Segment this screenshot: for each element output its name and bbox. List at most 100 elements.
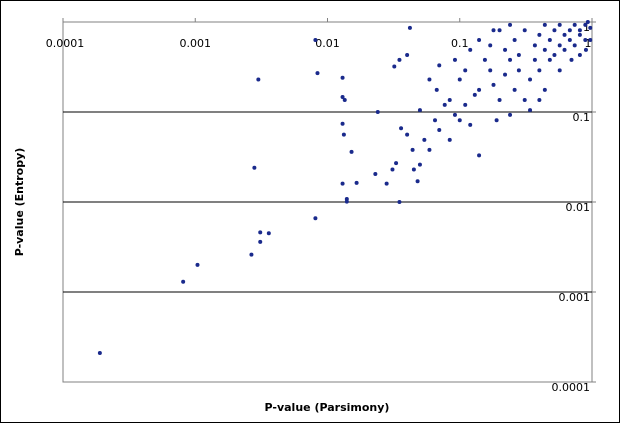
- y-tick-label: 0.1: [573, 111, 591, 124]
- point: [577, 32, 582, 37]
- point: [452, 57, 457, 62]
- point: [422, 137, 427, 142]
- point: [508, 112, 513, 117]
- point: [266, 231, 271, 236]
- point: [258, 239, 263, 244]
- point: [537, 97, 542, 102]
- x-tick-label: 0.0001: [46, 37, 85, 50]
- point: [340, 181, 345, 186]
- point: [557, 43, 562, 48]
- y-tick-label: 1: [583, 21, 590, 34]
- point: [562, 32, 567, 37]
- point: [258, 230, 263, 235]
- point: [349, 149, 354, 154]
- x-tick-label: 0.01: [315, 37, 340, 50]
- y-axis-title: P-value (Entropy): [13, 148, 26, 257]
- point: [569, 57, 574, 62]
- point: [491, 28, 496, 33]
- point: [567, 38, 572, 43]
- point: [522, 28, 527, 33]
- point: [195, 262, 200, 267]
- point: [494, 118, 499, 123]
- point: [547, 57, 552, 62]
- point: [552, 52, 557, 57]
- point: [537, 68, 542, 73]
- point: [427, 147, 432, 152]
- point: [528, 77, 533, 82]
- point: [433, 118, 438, 123]
- point: [397, 200, 402, 204]
- point: [542, 47, 547, 52]
- point: [342, 97, 347, 102]
- point: [97, 351, 102, 356]
- point: [477, 153, 482, 158]
- y-tick-label: 0.001: [559, 291, 591, 304]
- point: [542, 87, 547, 92]
- point: [313, 38, 318, 43]
- point: [468, 47, 473, 52]
- point: [488, 68, 493, 73]
- point: [181, 279, 186, 284]
- point: [437, 128, 442, 133]
- point: [572, 22, 577, 27]
- point: [373, 171, 378, 176]
- point: [508, 57, 513, 62]
- y-tick-label: 0.01: [566, 201, 591, 214]
- point: [463, 102, 468, 107]
- point: [410, 147, 415, 152]
- point: [457, 77, 462, 82]
- point: [341, 132, 346, 137]
- point: [417, 162, 422, 167]
- point: [344, 199, 349, 204]
- point: [313, 216, 318, 221]
- point: [537, 32, 542, 37]
- point: [375, 110, 380, 114]
- point: [557, 22, 562, 27]
- point: [468, 122, 473, 127]
- point: [427, 77, 432, 82]
- point: [340, 94, 345, 99]
- point: [405, 132, 410, 137]
- point: [417, 108, 422, 113]
- point: [567, 28, 572, 33]
- point: [512, 38, 517, 43]
- point: [503, 47, 508, 52]
- point: [588, 25, 593, 30]
- point: [340, 75, 345, 80]
- point: [437, 63, 442, 68]
- point: [522, 97, 527, 102]
- point: [516, 68, 521, 73]
- point: [477, 87, 482, 92]
- point: [397, 57, 402, 62]
- point: [552, 28, 557, 33]
- point: [588, 38, 593, 43]
- point: [512, 87, 517, 92]
- point: [407, 25, 412, 30]
- point: [585, 20, 590, 24]
- point: [503, 72, 508, 77]
- point: [497, 28, 502, 33]
- point: [256, 77, 261, 82]
- point: [508, 22, 513, 27]
- point: [491, 82, 496, 87]
- point: [472, 92, 477, 97]
- point: [477, 38, 482, 43]
- x-tick-label: 0.001: [180, 37, 212, 50]
- point: [482, 57, 487, 62]
- point: [394, 161, 399, 166]
- point: [547, 38, 552, 43]
- point: [452, 112, 457, 117]
- point: [252, 165, 257, 170]
- point: [572, 43, 577, 48]
- point: [542, 22, 547, 27]
- point: [577, 28, 582, 33]
- y-tick-label: 0.0001: [552, 381, 591, 394]
- point: [315, 71, 320, 76]
- point: [583, 47, 588, 52]
- point: [528, 108, 533, 113]
- point: [447, 137, 452, 142]
- point: [497, 97, 502, 102]
- x-axis-title: P-value (Parsimony): [265, 401, 390, 414]
- point: [390, 167, 395, 172]
- point: [577, 52, 582, 57]
